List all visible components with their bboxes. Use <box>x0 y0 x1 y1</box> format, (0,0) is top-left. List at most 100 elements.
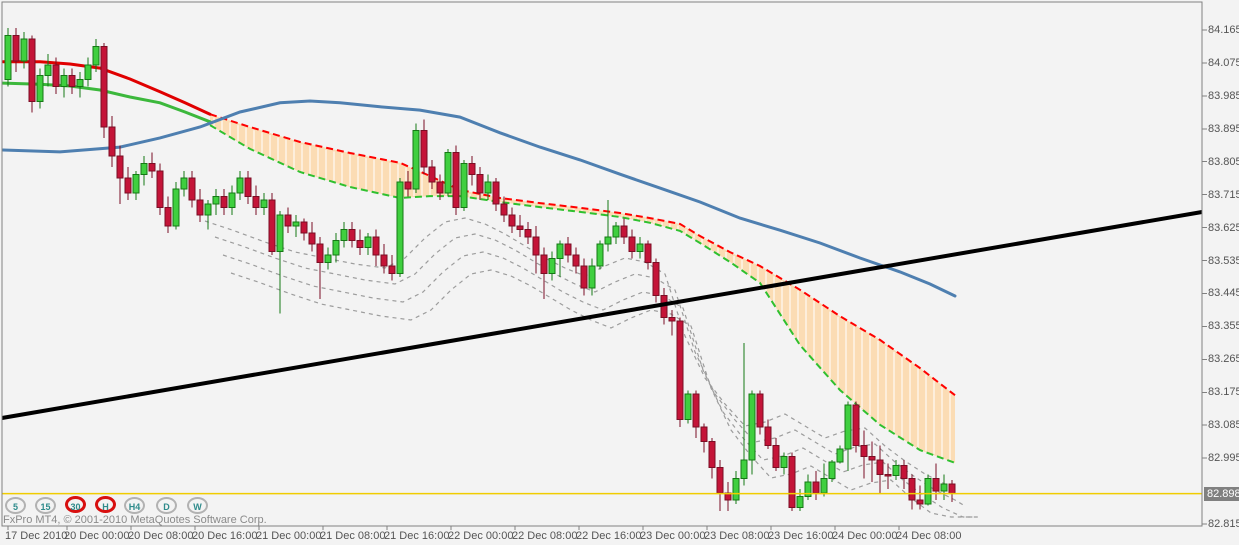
candle-body <box>148 163 156 172</box>
candle-body <box>740 459 748 479</box>
candle-body <box>356 239 364 249</box>
candle-body <box>20 38 28 62</box>
candle-body <box>748 393 756 461</box>
price-axis-label: 83.175 <box>1208 386 1239 398</box>
candle-body <box>140 163 148 176</box>
candle-body <box>836 448 844 463</box>
candle-body <box>732 477 740 501</box>
candle-body <box>172 188 180 227</box>
candle-body <box>908 477 916 501</box>
timeframe-button-30[interactable]: 30 <box>65 496 86 513</box>
candle-body <box>900 464 908 479</box>
candle-body <box>940 483 948 492</box>
candle-body <box>236 177 244 194</box>
candle-body <box>548 258 556 274</box>
candle-body <box>684 393 692 421</box>
candle-body <box>268 199 276 252</box>
candle-body <box>612 225 620 238</box>
price-axis-label: 83.445 <box>1208 287 1239 299</box>
price-axis-label: 83.985 <box>1208 90 1239 102</box>
price-axis-label: 83.715 <box>1208 189 1239 201</box>
candle-body <box>668 316 676 322</box>
candle-body <box>676 320 684 421</box>
timeframe-button-w[interactable]: W <box>187 497 208 514</box>
timeframe-button-h4[interactable]: H4 <box>124 497 145 514</box>
candle-body <box>316 243 324 263</box>
time-axis-label: 21 Dec 00:00 <box>256 530 322 542</box>
time-axis-label: 24 Dec 08:00 <box>896 530 962 542</box>
candle-body <box>372 236 380 256</box>
candle-body <box>52 64 60 88</box>
time-axis-label: 23 Dec 00:00 <box>640 530 706 542</box>
candle-body <box>76 78 84 88</box>
candle-body <box>540 254 548 274</box>
price-axis-label: 83.895 <box>1208 123 1239 135</box>
timeframe-button-h[interactable]: H <box>95 496 116 513</box>
candle-body <box>788 455 796 509</box>
candle-body <box>620 225 628 238</box>
candle-body <box>492 181 500 205</box>
candle-body <box>508 214 516 227</box>
time-axis-label: 20 Dec 08:00 <box>128 530 194 542</box>
candle-body <box>804 481 812 498</box>
time-axis-label: 20 Dec 16:00 <box>192 530 258 542</box>
band-upper-dashed-line <box>209 113 956 396</box>
candle-body <box>884 474 892 477</box>
candle-body <box>404 181 412 190</box>
green-ma-line <box>1 81 212 124</box>
candle-body <box>324 254 332 263</box>
candle-body <box>708 441 716 468</box>
red-ma-line <box>1 60 212 116</box>
candle-body <box>380 254 388 267</box>
candle-body <box>604 236 612 245</box>
candle-body <box>180 177 188 190</box>
candle-body <box>84 64 92 80</box>
copyright-text: FxPro MT4, © 2001-2010 MetaQuotes Softwa… <box>3 514 267 526</box>
candle-body <box>596 243 604 267</box>
candle-body <box>916 499 924 505</box>
candle-body <box>292 221 300 227</box>
candle-body <box>124 177 132 194</box>
candle-body <box>556 243 564 260</box>
candle-body <box>476 174 484 194</box>
timeframe-button-d[interactable]: D <box>156 497 177 514</box>
candle-body <box>260 199 268 208</box>
time-axis-label: 22 Dec 16:00 <box>576 530 642 542</box>
price-axis-label: 84.165 <box>1208 24 1239 36</box>
candle-body <box>92 45 100 66</box>
candle-body <box>100 45 108 128</box>
candle-body <box>868 455 876 461</box>
candle-body <box>860 444 868 457</box>
price-axis-label: 82.995 <box>1208 452 1239 464</box>
time-axis-label: 17 Dec 2010 <box>5 530 68 542</box>
candle-body <box>164 206 172 227</box>
gray-trailing-dashed-line <box>230 269 981 518</box>
time-axis-label: 20 Dec 00:00 <box>64 530 130 542</box>
time-axis-label: 21 Dec 08:00 <box>320 530 386 542</box>
time-axis-label: 22 Dec 00:00 <box>448 530 514 542</box>
candle-body <box>564 243 572 256</box>
plot-frame <box>1 1 1203 527</box>
candle-body <box>516 225 524 230</box>
time-axis-label: 23 Dec 08:00 <box>704 530 770 542</box>
candle-body <box>412 130 420 190</box>
candle-body <box>468 163 476 176</box>
candle-body <box>932 477 940 492</box>
candle-body <box>644 243 652 263</box>
candle-body <box>204 203 212 216</box>
candle-body <box>28 38 36 102</box>
candle-body <box>156 170 164 208</box>
price-axis-label: 84.075 <box>1208 57 1239 69</box>
candle-body <box>948 483 956 495</box>
candle-body <box>444 152 452 194</box>
timeframe-button-15[interactable]: 15 <box>35 497 56 514</box>
candle-body <box>484 181 492 194</box>
price-axis-label: 83.535 <box>1208 255 1239 267</box>
candle-body <box>252 195 260 208</box>
candle-body <box>196 199 204 216</box>
timeframe-button-5[interactable]: 5 <box>5 497 26 514</box>
candle-body <box>420 130 428 168</box>
candle-body <box>44 64 52 77</box>
candle-body <box>36 75 44 102</box>
